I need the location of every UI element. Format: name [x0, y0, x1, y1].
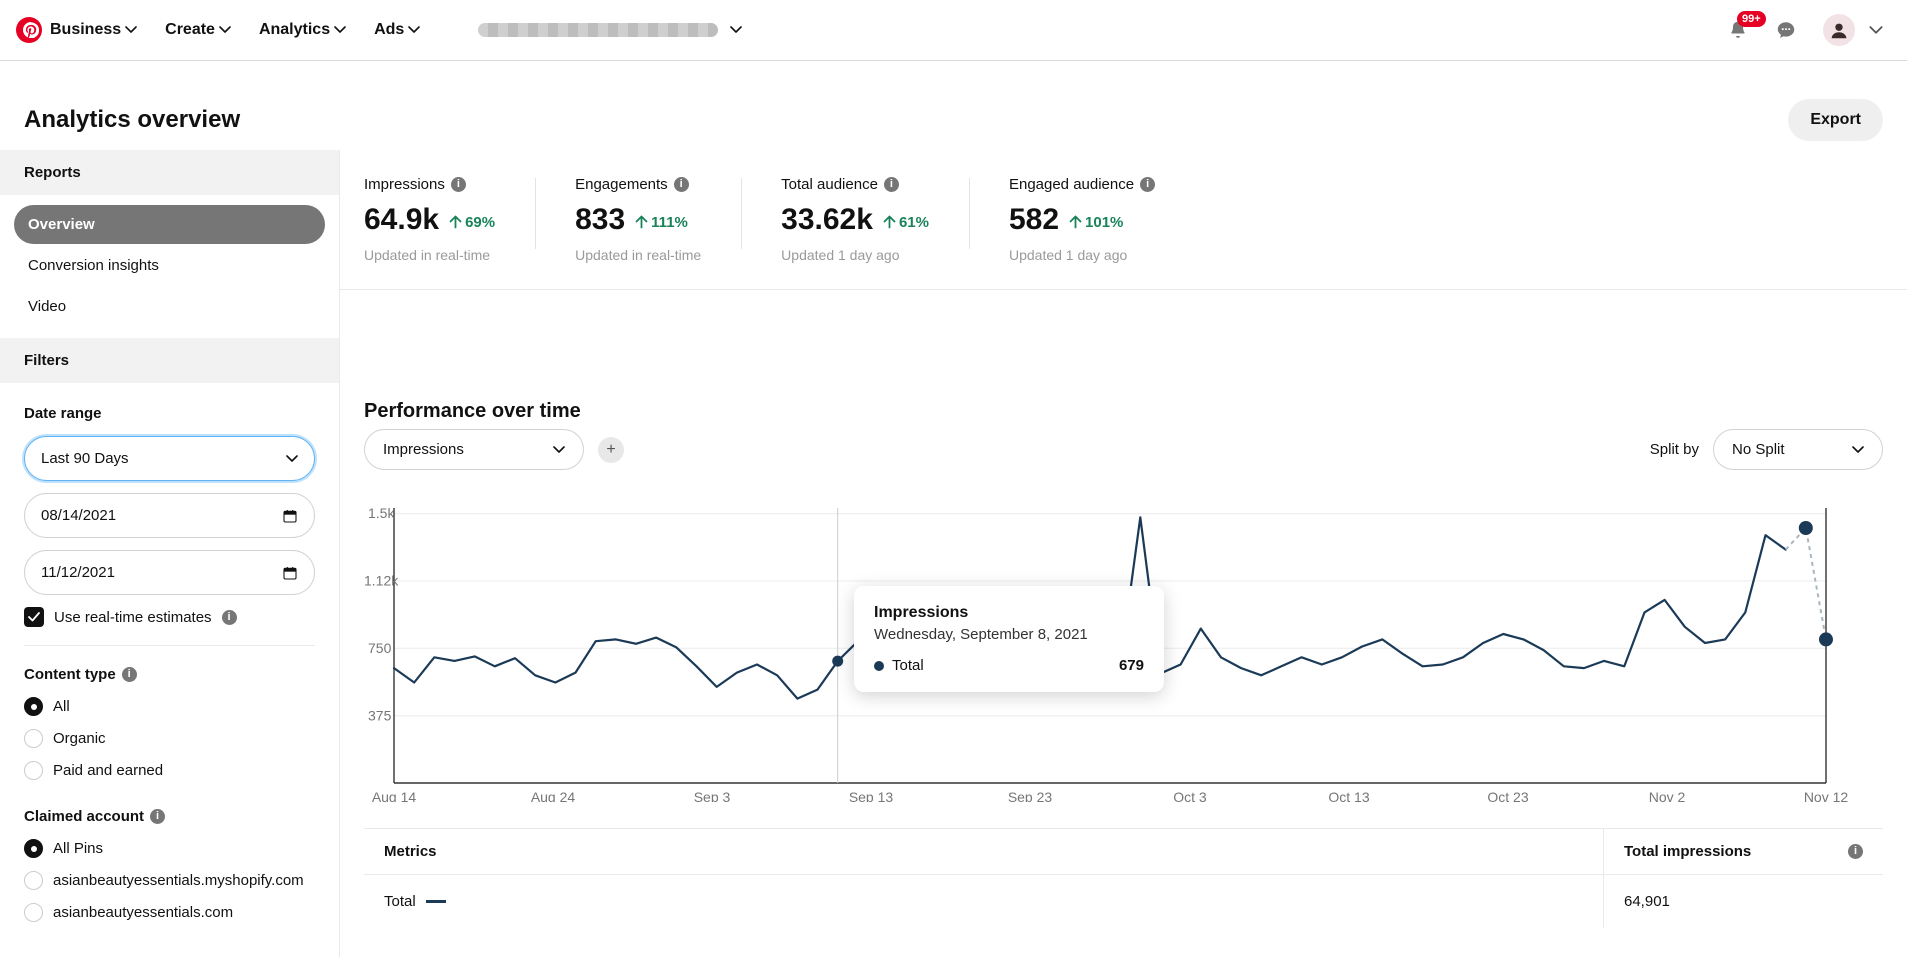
svg-text:375: 375 — [368, 707, 392, 723]
svg-text:Sep 23: Sep 23 — [1008, 789, 1053, 802]
svg-text:Sep 3: Sep 3 — [694, 789, 731, 802]
svg-text:1.12k: 1.12k — [364, 573, 399, 589]
svg-text:750: 750 — [368, 640, 392, 656]
svg-text:Oct 3: Oct 3 — [1173, 789, 1207, 802]
svg-text:Oct 23: Oct 23 — [1487, 789, 1528, 802]
svg-text:Nov 12: Nov 12 — [1804, 789, 1849, 802]
svg-text:Nov 2: Nov 2 — [1649, 789, 1686, 802]
svg-text:Aug 24: Aug 24 — [531, 789, 576, 802]
svg-text:Oct 13: Oct 13 — [1328, 789, 1369, 802]
svg-text:1.5k: 1.5k — [368, 505, 395, 521]
svg-text:Aug 14: Aug 14 — [372, 789, 417, 802]
svg-text:Sep 13: Sep 13 — [849, 789, 894, 802]
